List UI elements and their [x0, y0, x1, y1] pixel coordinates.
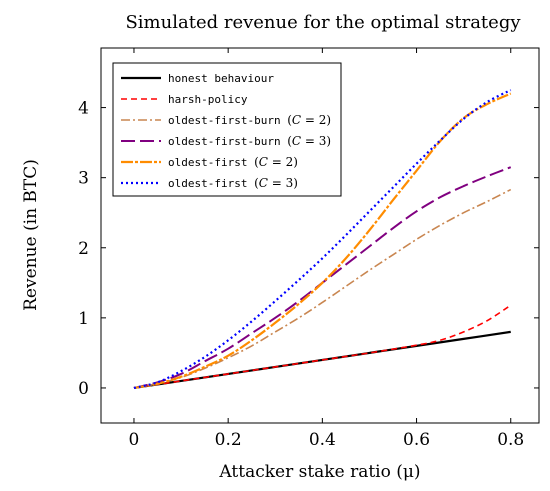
x-tick-label: 0.4 [309, 430, 336, 450]
series-line-2 [133, 304, 512, 389]
x-axis-label: Attacker stake ratio (μ) [218, 462, 420, 482]
y-axis-label: Revenue (in BTC) [21, 159, 41, 311]
legend-label-5: oldest-first (C = 2) [168, 155, 298, 169]
axis-ticks: 0 0.2 0.4 0.6 0.8 0 1 2 3 4 [78, 48, 539, 450]
series-layer [133, 89, 512, 390]
y-tick-label: 3 [78, 169, 89, 189]
series-line-4 [133, 166, 512, 389]
legend-box [112, 62, 342, 197]
y-tick-label: 4 [78, 99, 89, 119]
x-tick-label: 0 [129, 430, 140, 450]
legend-label-4: oldest-first-burn (C = 3) [168, 134, 331, 148]
legend-label-3: oldest-first-burn (C = 2) [168, 113, 331, 127]
x-tick-label: 0.8 [497, 430, 524, 450]
x-tick-label: 0.6 [403, 430, 430, 450]
legend-label-2: harsh-policy [168, 93, 248, 106]
y-tick-label: 1 [78, 309, 89, 329]
legend-label-6: oldest-first (C = 3) [168, 176, 298, 190]
chart-title: Simulated revenue for the optimal strate… [125, 12, 521, 33]
y-tick-label: 2 [78, 239, 89, 259]
x-tick-label: 0.2 [215, 430, 242, 450]
series-line-5 [133, 92, 512, 390]
series-line-3 [133, 188, 512, 389]
legend-label-1: honest behaviour [168, 72, 274, 85]
legend: honest behaviour harsh-policy oldest-first… [112, 62, 342, 197]
plot-area-frame [100, 47, 540, 424]
y-tick-label: 0 [78, 379, 89, 399]
series-line-6 [133, 89, 512, 390]
